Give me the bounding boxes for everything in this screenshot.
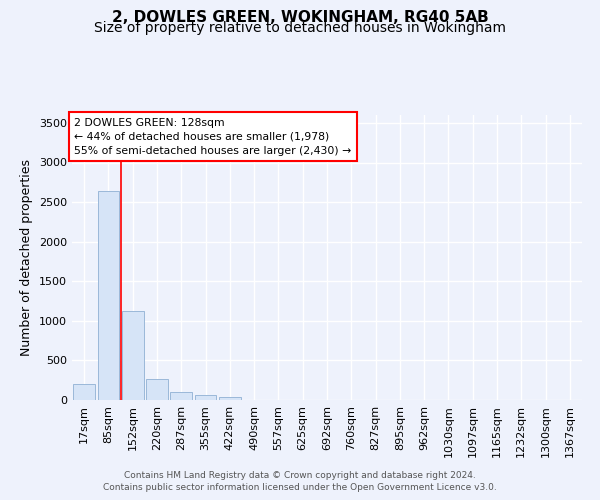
- Bar: [97, 191, 119, 400]
- Text: 2 DOWLES GREEN: 128sqm
← 44% of detached houses are smaller (1,978)
55% of semi-: 2 DOWLES GREEN: 128sqm ← 44% of detached…: [74, 118, 352, 156]
- Bar: [219, 397, 241, 400]
- Bar: [194, 396, 217, 400]
- Text: Contains public sector information licensed under the Open Government Licence v3: Contains public sector information licen…: [103, 484, 497, 492]
- Bar: [73, 384, 95, 400]
- Text: 2, DOWLES GREEN, WOKINGHAM, RG40 5AB: 2, DOWLES GREEN, WOKINGHAM, RG40 5AB: [112, 10, 488, 25]
- Text: Size of property relative to detached houses in Wokingham: Size of property relative to detached ho…: [94, 21, 506, 35]
- Bar: [170, 392, 192, 400]
- Text: Contains HM Land Registry data © Crown copyright and database right 2024.: Contains HM Land Registry data © Crown c…: [124, 471, 476, 480]
- Y-axis label: Number of detached properties: Number of detached properties: [20, 159, 34, 356]
- Bar: [122, 312, 143, 400]
- Bar: [146, 379, 168, 400]
